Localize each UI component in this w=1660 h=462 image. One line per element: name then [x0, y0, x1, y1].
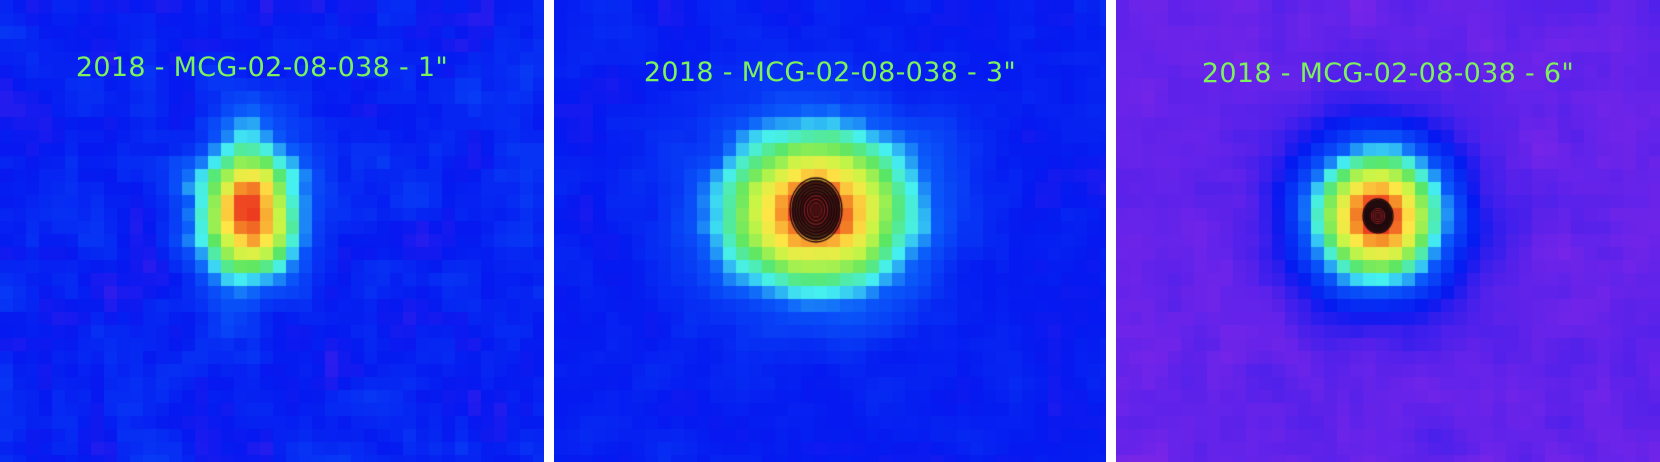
- image-panel-1: 2018 - MCG-02-08-038 - 1": [0, 0, 544, 462]
- panel-title-3: 2018 - MCG-02-08-038 - 6": [1201, 58, 1575, 89]
- source-map-2: [554, 0, 1106, 462]
- panel-title-2: 2018 - MCG-02-08-038 - 3": [643, 57, 1017, 88]
- panel-title-1: 2018 - MCG-02-08-038 - 1": [75, 52, 449, 83]
- source-map-3: [1116, 0, 1660, 462]
- source-map-1: [0, 0, 544, 462]
- image-panel-3: 2018 - MCG-02-08-038 - 6": [1116, 0, 1660, 462]
- image-panel-2: 2018 - MCG-02-08-038 - 3": [554, 0, 1106, 462]
